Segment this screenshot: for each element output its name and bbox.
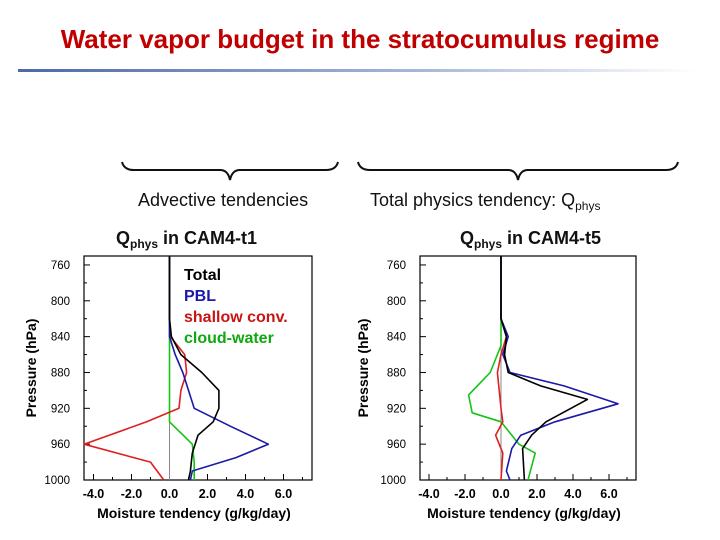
caption-total-physics: Total physics tendency: Qphys <box>370 190 600 213</box>
series-line-pbl <box>168 256 270 481</box>
y-tick-label: 840 <box>387 332 406 344</box>
x-tick-label: 2.0 <box>528 487 545 501</box>
subtitle-right-q: Q <box>460 228 475 248</box>
x-tick-label: 4.0 <box>237 487 254 501</box>
legend-shallow-conv: shallow conv. <box>184 309 288 326</box>
chart-cam4-t1: -4.0 -2.0 0.0 2.0 4.0 6.0 760 800 840 880 920 960 10… <box>23 255 313 521</box>
series-line-total <box>500 256 589 481</box>
y-tick-label: 960 <box>387 439 406 451</box>
y-tick-label: 800 <box>51 296 70 308</box>
caption-total-physics-text: Total physics tendency: Q <box>370 190 576 210</box>
legend-total: Total <box>184 267 222 284</box>
slide-title: Water vapor budget in the stratocumulus … <box>60 24 660 54</box>
y-tick-label: 920 <box>51 403 70 415</box>
y-axis-label: Pressure (hPa) <box>355 319 371 418</box>
series-line-pbl <box>500 256 619 481</box>
x-tick-label: 6.0 <box>275 487 292 501</box>
x-tick-label: -2.0 <box>454 487 476 501</box>
y-tick-label: 920 <box>387 403 406 415</box>
x-tick-label: -4.0 <box>418 487 440 501</box>
plot-frame <box>83 255 313 481</box>
subtitle-left: Qphys in CAM4-t1 <box>116 228 257 251</box>
subtitle-left-subscript: phys <box>130 237 159 251</box>
x-tick-label: 0.0 <box>492 487 509 501</box>
y-tick-label: 840 <box>51 332 70 344</box>
y-tick-label: 960 <box>51 439 70 451</box>
legend-pbl: PBL <box>184 288 216 305</box>
x-tick-label: 6.0 <box>600 487 617 501</box>
y-tick-label: 760 <box>51 260 70 272</box>
y-tick-label: 880 <box>51 367 70 379</box>
y-axis-label: Pressure (hPa) <box>23 319 39 418</box>
plot-frame <box>419 255 637 481</box>
caption-advective: Advective tendencies <box>138 190 309 210</box>
y-tick-label: 760 <box>387 260 406 272</box>
subtitle-left-q: Q <box>116 228 131 248</box>
y-tick-label: 1000 <box>380 475 406 487</box>
brace-right <box>357 161 679 181</box>
y-tick-label: 1000 <box>44 475 70 487</box>
subtitle-right-model: in CAM4-t5 <box>502 228 602 248</box>
x-tick-label: -4.0 <box>83 487 105 501</box>
y-tick-label: 800 <box>387 296 406 308</box>
series-line-shallow-conv <box>83 256 188 481</box>
title-underline <box>18 69 696 72</box>
caption-total-physics-subscript: phys <box>575 199 601 213</box>
legend: Total PBL shallow conv. cloud-water <box>184 265 288 349</box>
x-axis-label: Moisture tendency (g/kg/day) <box>97 505 291 521</box>
series-line-cloud-water <box>467 256 536 481</box>
x-tick-label: -2.0 <box>121 487 143 501</box>
brace-left <box>121 161 339 181</box>
subtitle-right: Qphys in CAM4-t5 <box>460 228 601 251</box>
series-line-total <box>168 256 220 481</box>
subtitle-right-subscript: phys <box>474 237 503 251</box>
x-tick-label: 2.0 <box>199 487 216 501</box>
x-tick-label: 4.0 <box>564 487 581 501</box>
subtitle-left-model: in CAM4-t1 <box>158 228 258 248</box>
legend-cloud-water: cloud-water <box>184 330 274 347</box>
y-tick-label: 880 <box>387 367 406 379</box>
x-tick-label: 0.0 <box>161 487 178 501</box>
chart-cam4-t5: -4.0 -2.0 0.0 2.0 4.0 6.0 760 800 840 880 920 960 10… <box>355 255 637 521</box>
x-axis-label: Moisture tendency (g/kg/day) <box>427 505 621 521</box>
